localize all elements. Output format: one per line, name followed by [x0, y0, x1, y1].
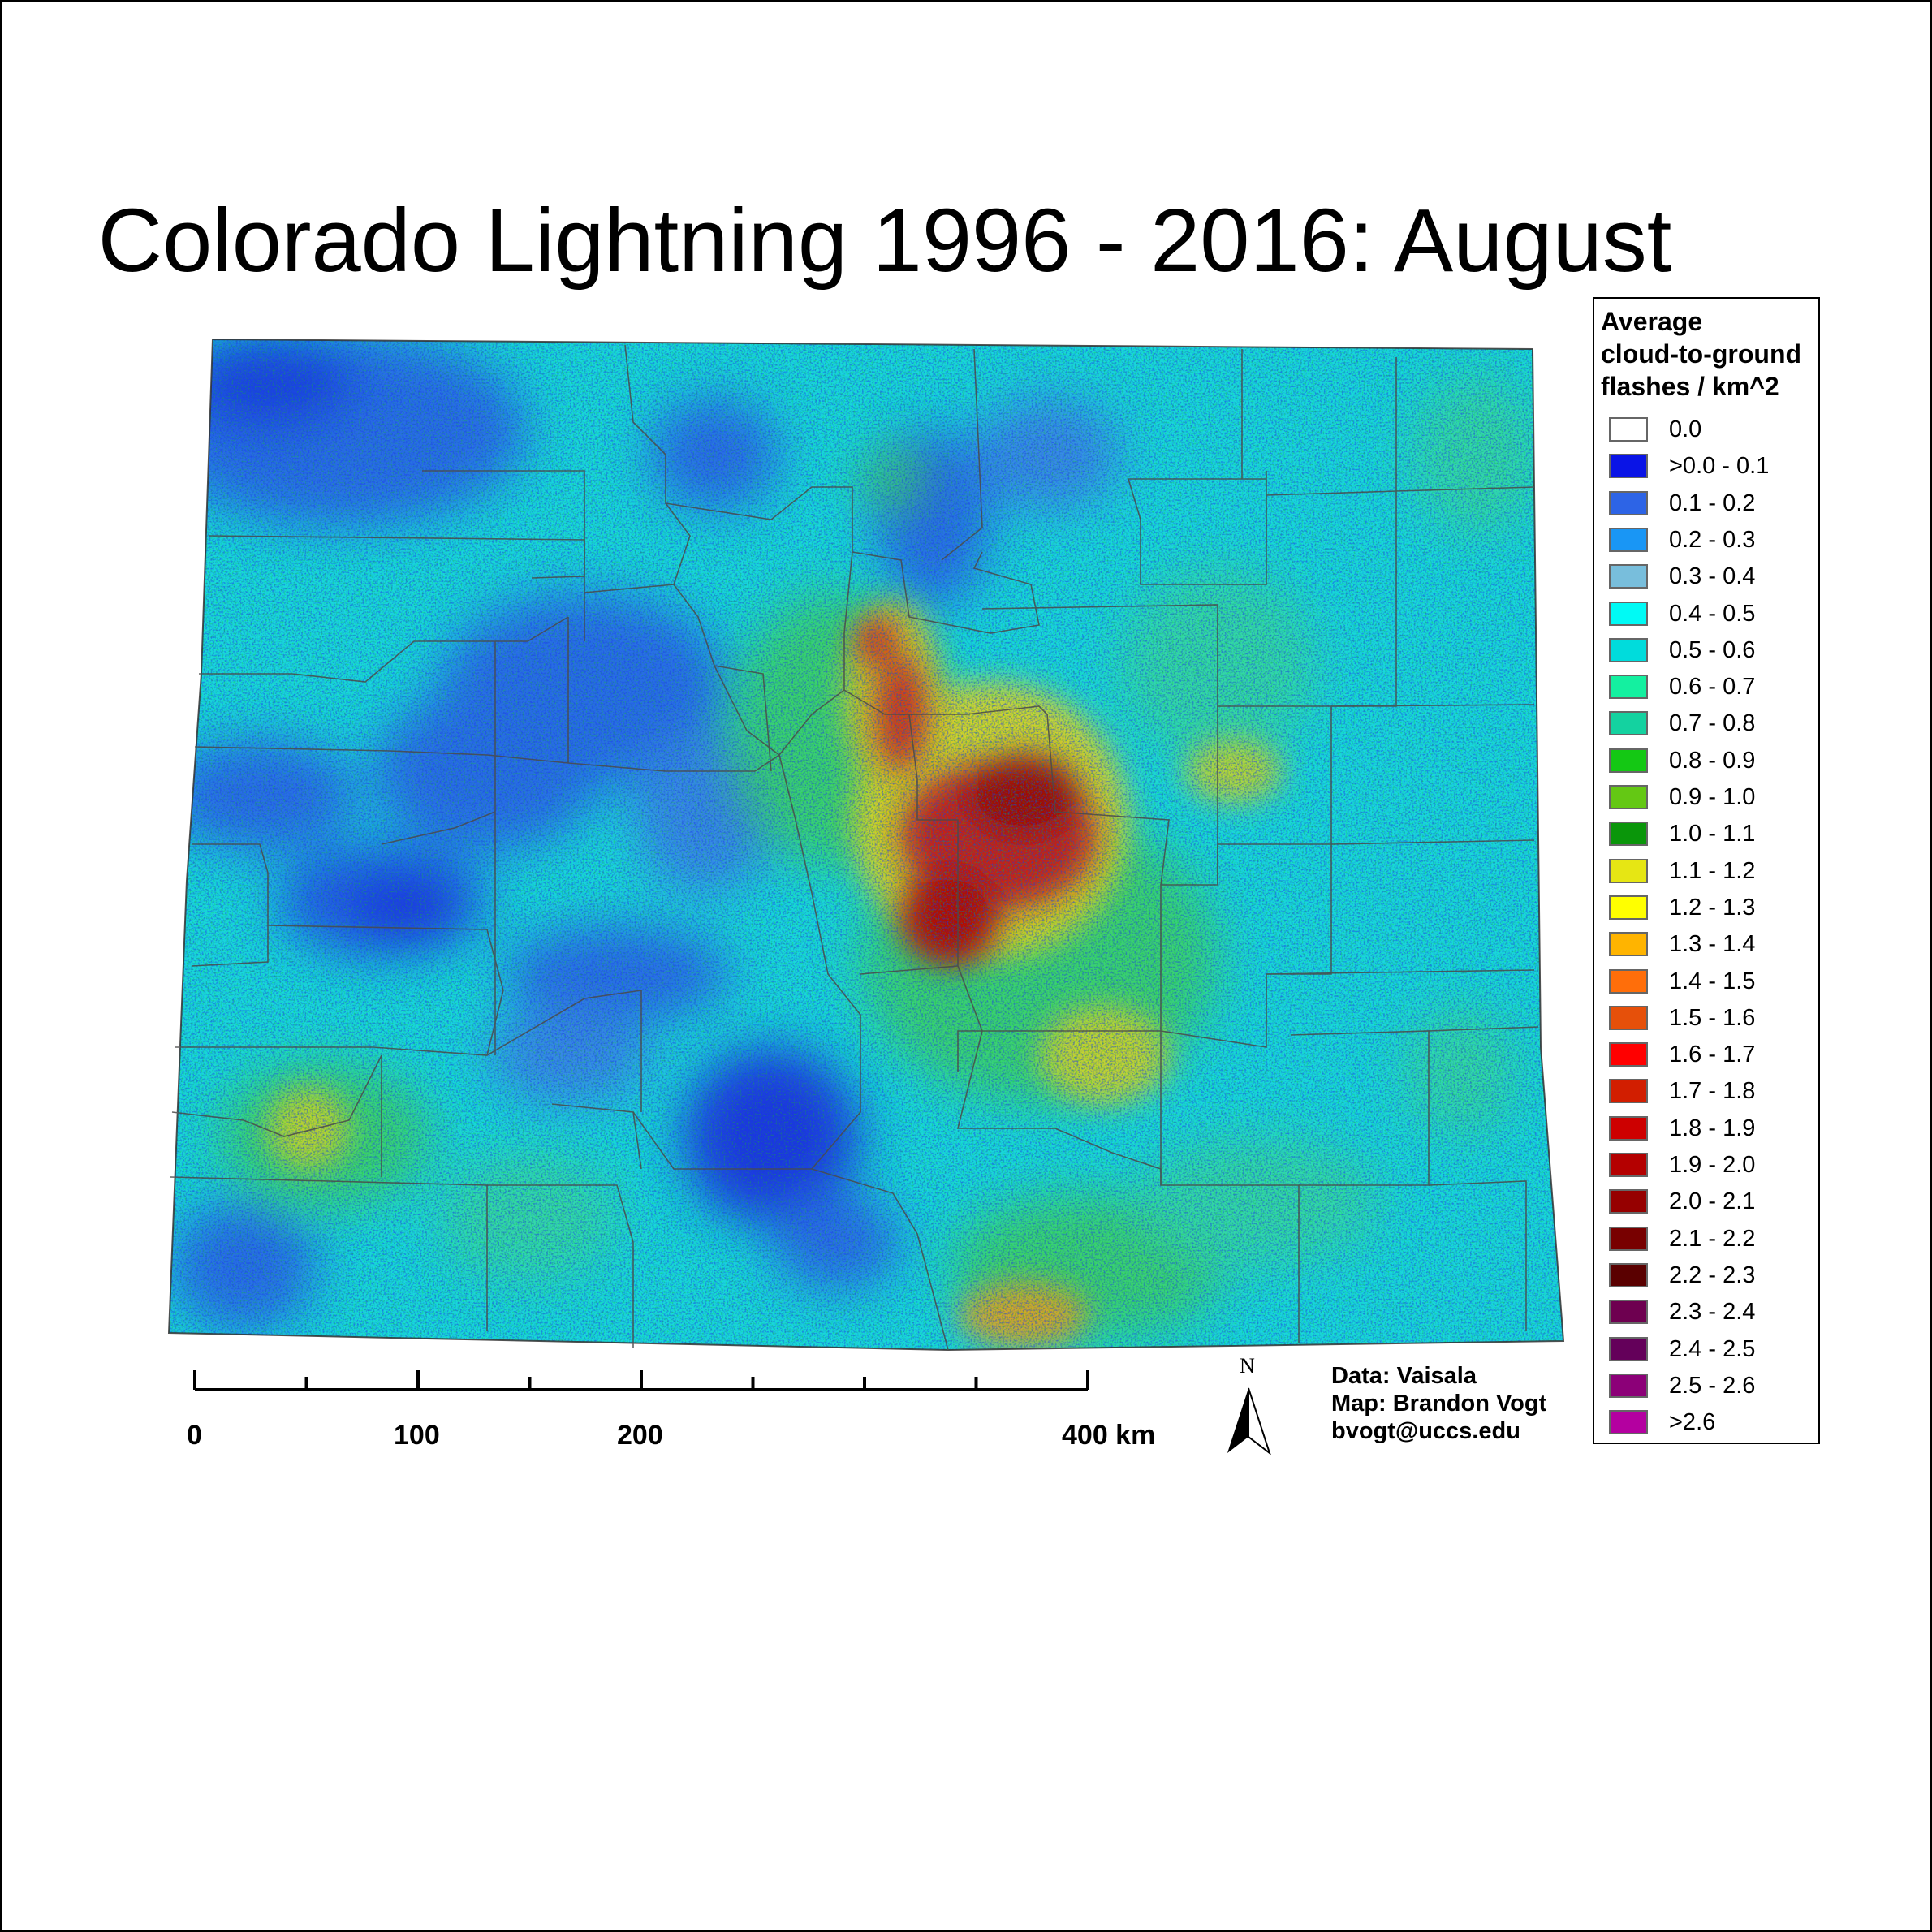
- legend-label: 1.5 - 1.6: [1669, 1004, 1756, 1031]
- scale-label: 0: [187, 1420, 202, 1451]
- legend-label: >0.0 - 0.1: [1669, 453, 1770, 480]
- legend-swatch: [1609, 454, 1648, 479]
- legend-label: 0.9 - 1.0: [1669, 784, 1756, 810]
- legend-title-line-3: flashes / km^2: [1601, 372, 1779, 401]
- legend-label: 2.2 - 2.3: [1669, 1261, 1756, 1288]
- legend-label: 0.5 - 0.6: [1669, 636, 1756, 663]
- legend-swatch: [1609, 822, 1648, 847]
- legend-label: 0.1 - 0.2: [1669, 489, 1756, 516]
- scale-label: 200: [617, 1420, 663, 1451]
- scale-label: 100: [394, 1420, 440, 1451]
- legend-swatch: [1609, 785, 1648, 809]
- legend-swatch: [1609, 1226, 1648, 1251]
- legend-label: 2.1 - 2.2: [1669, 1225, 1756, 1252]
- legend-swatch: [1609, 1079, 1648, 1104]
- legend-swatch: [1609, 968, 1648, 994]
- legend-swatch: [1609, 1005, 1648, 1030]
- legend-label: 0.7 - 0.8: [1669, 710, 1756, 737]
- legend-swatch: [1609, 711, 1648, 736]
- north-label: N: [1240, 1354, 1255, 1378]
- legend-swatch: [1609, 1262, 1648, 1287]
- credit-email: bvogt@uccs.edu: [1331, 1418, 1520, 1444]
- north-arrow-icon: [1227, 1387, 1271, 1455]
- legend-swatch: [1609, 895, 1648, 920]
- county-boundaries: [167, 338, 1565, 1352]
- legend-swatch: [1609, 417, 1648, 442]
- legend-title-line-2: cloud-to-ground: [1601, 339, 1802, 369]
- legend-swatch: [1609, 490, 1648, 515]
- legend-swatch: [1609, 564, 1648, 589]
- legend-swatch: [1609, 1153, 1648, 1177]
- legend-title-line-1: Average: [1601, 307, 1703, 336]
- legend-swatch: [1609, 1189, 1648, 1214]
- credit-map: Map: Brandon Vogt: [1331, 1391, 1547, 1417]
- legend-swatch: [1609, 1115, 1648, 1141]
- scale-bar: [193, 1370, 1089, 1391]
- legend-swatch: [1609, 675, 1648, 700]
- legend-label: >2.6: [1669, 1409, 1716, 1436]
- legend-swatch: [1609, 1042, 1648, 1067]
- legend-swatch: [1609, 601, 1648, 626]
- legend-label: 0.6 - 0.7: [1669, 674, 1756, 701]
- legend-label: 0.4 - 0.5: [1669, 600, 1756, 627]
- legend-label: 2.4 - 2.5: [1669, 1335, 1756, 1362]
- legend-swatch: [1609, 748, 1648, 773]
- credit-data: Data: Vaisala: [1331, 1363, 1477, 1389]
- legend-label: 1.7 - 1.8: [1669, 1078, 1756, 1105]
- scale-label: 400 km: [1062, 1420, 1156, 1451]
- legend-label: 1.9 - 2.0: [1669, 1152, 1756, 1178]
- legend-label: 0.0: [1669, 416, 1702, 442]
- legend: Average cloud-to-ground flashes / km^2 0…: [1593, 297, 1820, 1444]
- legend-swatch: [1609, 1300, 1648, 1325]
- legend-label: 0.2 - 0.3: [1669, 526, 1756, 553]
- legend-swatch: [1609, 858, 1648, 883]
- legend-label: 2.3 - 2.4: [1669, 1299, 1756, 1326]
- legend-swatch: [1609, 932, 1648, 957]
- map-title: Colorado Lightning 1996 - 2016: August: [97, 191, 1672, 291]
- legend-title: Average cloud-to-ground flashes / km^2: [1601, 305, 1801, 403]
- legend-label: 1.2 - 1.3: [1669, 894, 1756, 921]
- legend-label: 1.4 - 1.5: [1669, 968, 1756, 994]
- legend-swatch: [1609, 1410, 1648, 1435]
- legend-label: 0.3 - 0.4: [1669, 563, 1756, 590]
- legend-label: 2.5 - 2.6: [1669, 1372, 1756, 1399]
- legend-swatch: [1609, 527, 1648, 552]
- legend-swatch: [1609, 1336, 1648, 1361]
- credits: Data: Vaisala Map: Brandon Vogt bvogt@uc…: [1331, 1362, 1546, 1445]
- legend-label: 2.0 - 2.1: [1669, 1188, 1756, 1215]
- legend-label: 1.1 - 1.2: [1669, 857, 1756, 884]
- legend-swatch: [1609, 637, 1648, 662]
- legend-label: 1.8 - 1.9: [1669, 1115, 1756, 1141]
- legend-label: 1.6 - 1.7: [1669, 1041, 1756, 1068]
- legend-label: 1.0 - 1.1: [1669, 821, 1756, 847]
- legend-label: 0.8 - 0.9: [1669, 747, 1756, 774]
- legend-swatch: [1609, 1373, 1648, 1398]
- legend-label: 1.3 - 1.4: [1669, 931, 1756, 958]
